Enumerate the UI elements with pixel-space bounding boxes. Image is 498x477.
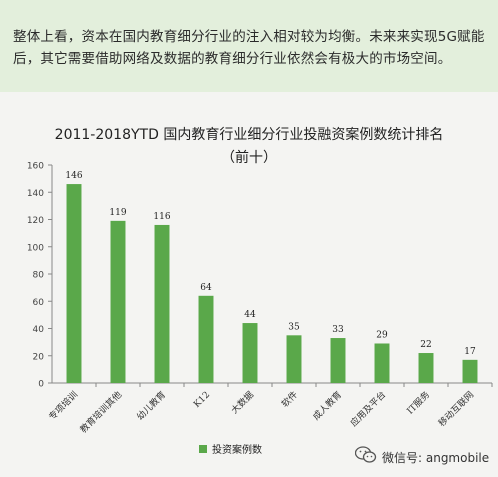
data-label: 119: [109, 208, 126, 218]
x-tick-label: 移动互联网: [436, 389, 476, 429]
y-tick-label: 60: [33, 298, 45, 308]
data-label: 22: [420, 340, 431, 350]
legend-label: 投资案例数: [212, 443, 262, 456]
x-tick-label: IT服务: [404, 389, 432, 417]
summary-banner: 整体上看，资本在国内教育细分行业的注入相对较为均衡。未来来实现5G赋能后，其它需…: [0, 0, 498, 92]
data-label: 146: [65, 171, 82, 181]
bar: [198, 295, 214, 383]
y-tick-label: 40: [33, 325, 45, 335]
data-label: 64: [200, 283, 212, 293]
chart-title: 2011-2018YTD 国内教育行业细分行业投融资案例数统计排名: [54, 127, 444, 143]
data-label: 33: [332, 325, 344, 335]
data-label: 44: [244, 310, 256, 320]
data-label: 116: [153, 212, 170, 222]
bar: [330, 338, 346, 383]
x-tick-label: 幼儿教育: [134, 389, 168, 423]
x-tick-label: 成人教育: [310, 389, 344, 423]
y-tick-label: 100: [27, 243, 44, 253]
bar: [374, 343, 390, 383]
y-tick-label: 160: [27, 162, 44, 172]
bar: [154, 224, 170, 383]
x-tick-label: 教育培训其他: [77, 389, 124, 436]
wechat-icon: [355, 446, 377, 463]
data-label: 35: [288, 322, 300, 332]
y-tick-label: 80: [33, 271, 45, 281]
bar: [66, 184, 82, 383]
bar: [418, 353, 434, 383]
x-tick-label: 软件: [279, 389, 300, 410]
y-tick-label: 140: [27, 189, 44, 199]
data-label: 17: [464, 347, 476, 357]
bar: [110, 220, 126, 383]
summary-text: 整体上看，资本在国内教育细分行业的注入相对较为均衡。未来来实现5G赋能后，其它需…: [13, 29, 485, 67]
x-tick-label: K12: [192, 390, 212, 410]
y-tick-label: 20: [33, 352, 45, 362]
x-tick-label: 应用及平台: [348, 389, 388, 429]
data-label: 29: [376, 330, 388, 340]
watermark-text: 微信号: angmobile: [382, 451, 490, 465]
bar: [462, 359, 478, 383]
y-tick-label: 120: [27, 216, 44, 226]
y-tick-label: 0: [38, 380, 44, 390]
chart-subtitle: （前十）: [221, 150, 277, 166]
bar: [286, 335, 302, 383]
x-tick-label: 专项培训: [46, 389, 80, 423]
bar: [242, 323, 258, 383]
x-tick-label: 大数据: [229, 389, 257, 417]
legend-swatch: [199, 445, 207, 453]
